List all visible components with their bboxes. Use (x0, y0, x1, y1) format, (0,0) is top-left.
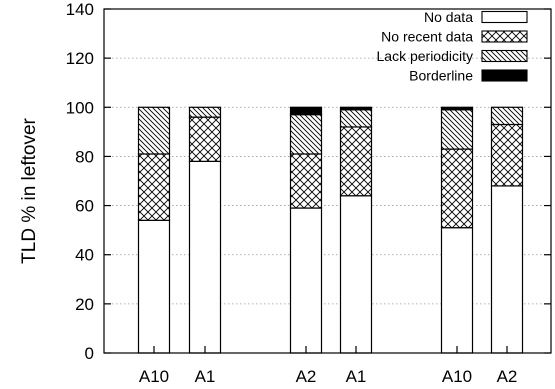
legend-swatch (481, 30, 528, 43)
bar-segment (490, 123, 524, 187)
y-tick-label: 40 (75, 246, 94, 265)
bar-segment (137, 153, 171, 221)
gridlines (104, 57, 551, 305)
y-tick-label: 20 (75, 295, 94, 314)
legend-label: Lack periodicity (377, 48, 474, 64)
bar-segment (188, 106, 222, 118)
bar-segment (440, 106, 474, 111)
bar-segment (289, 153, 323, 209)
x-tick-label: A1 (346, 367, 367, 386)
y-tick-label: 0 (85, 344, 94, 363)
bar-segment (188, 116, 222, 162)
bar-segment (137, 106, 171, 155)
x-tick-label: A10 (139, 367, 169, 386)
y-tick-label: 100 (66, 98, 94, 117)
legend-label: No data (424, 9, 473, 25)
tick-labels: 0 20 40 60 80 100 120 140 A10 A1 A2 A1 A10 A2 (66, 0, 518, 386)
y-tick-label: 80 (75, 147, 94, 166)
bar-segment (440, 227, 474, 354)
axes (103, 8, 552, 354)
legend: No data No recent data Lack periodicity Bor… (377, 9, 528, 84)
bar-segment (289, 106, 323, 116)
bar-segment (490, 185, 524, 354)
bar-segment (137, 219, 171, 354)
bars (137, 106, 524, 354)
legend-label: No recent data (381, 29, 473, 45)
legend-swatch (481, 10, 528, 24)
bar-segment (339, 195, 373, 354)
x-tick-label: A2 (296, 367, 317, 386)
bar-segment (339, 106, 373, 111)
bar-segment (289, 114, 323, 155)
legend-swatch (481, 49, 528, 63)
bar-segment (440, 109, 474, 150)
plot-frame (103, 8, 552, 354)
bar-segment (490, 106, 524, 126)
bar-segment (289, 207, 323, 354)
bar-segment (339, 126, 373, 197)
bar-segment (188, 160, 222, 354)
x-tick-label: A10 (442, 367, 472, 386)
legend-label: Borderline (409, 68, 473, 84)
bar-segment (440, 148, 474, 229)
bar-segment (339, 109, 373, 128)
legend-swatch (481, 69, 528, 82)
y-tick-label: 120 (66, 49, 94, 68)
y-tick-label: 140 (66, 0, 94, 19)
y-axis-label: TLD % in leftover (19, 117, 40, 263)
x-tick-label: A2 (497, 367, 518, 386)
y-tick-label: 60 (75, 197, 94, 216)
x-tick-label: A1 (195, 367, 216, 386)
